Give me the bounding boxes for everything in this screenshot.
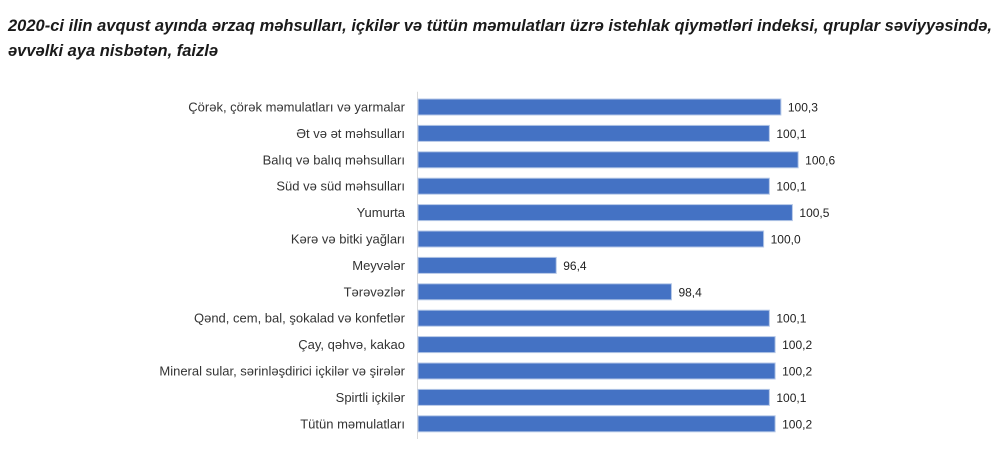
bar	[417, 336, 776, 354]
bar	[417, 98, 782, 116]
bar	[417, 283, 672, 301]
category-label: Tütün məmulatları	[300, 416, 405, 431]
data-label: 100,3	[788, 101, 818, 115]
data-label: 100,1	[776, 312, 806, 326]
category-label: Kərə və bitki yağları	[291, 232, 405, 247]
bar	[417, 204, 793, 222]
bar	[417, 230, 765, 248]
category-label: Spirtli içkilər	[336, 390, 406, 405]
data-label: 100,1	[776, 127, 806, 141]
data-label: 98,4	[678, 285, 702, 299]
category-label: Yumurta	[357, 205, 406, 220]
bar	[417, 415, 776, 433]
category-label: Çay, qəhvə, kakao	[298, 337, 405, 352]
bar	[417, 388, 770, 406]
category-label: Çörək, çörək məmulatları və yarmalar	[188, 100, 405, 115]
bar	[417, 256, 557, 274]
chart-title: 2020-ci ilin avqust ayında ərzaq məhsull…	[8, 17, 992, 60]
data-label: 100,5	[799, 206, 829, 220]
bar	[417, 177, 770, 195]
category-label: Ət və ət məhsulları	[296, 126, 405, 141]
data-label: 100,2	[782, 338, 812, 352]
bar	[417, 309, 770, 327]
data-label: 100,2	[782, 365, 812, 379]
category-label: Mineral sular, sərinləşdirici içkilər və…	[159, 364, 405, 379]
data-label: 100,6	[805, 153, 835, 167]
category-label: Meyvələr	[352, 258, 405, 273]
data-label: 100,1	[776, 391, 806, 405]
data-label: 100,1	[776, 180, 806, 194]
bar	[417, 151, 799, 169]
data-label: 100,0	[771, 233, 801, 247]
category-label: Tərəvəzlər	[344, 284, 406, 299]
data-label: 96,4	[563, 259, 587, 273]
data-label: 100,2	[782, 417, 812, 431]
category-label: Qənd, cem, bal, şokalad və konfetlər	[194, 311, 406, 326]
category-label: Balıq və balıq məhsulları	[263, 152, 405, 167]
bar	[417, 124, 770, 142]
bar	[417, 362, 776, 380]
category-label: Süd və süd məhsulları	[276, 179, 405, 194]
